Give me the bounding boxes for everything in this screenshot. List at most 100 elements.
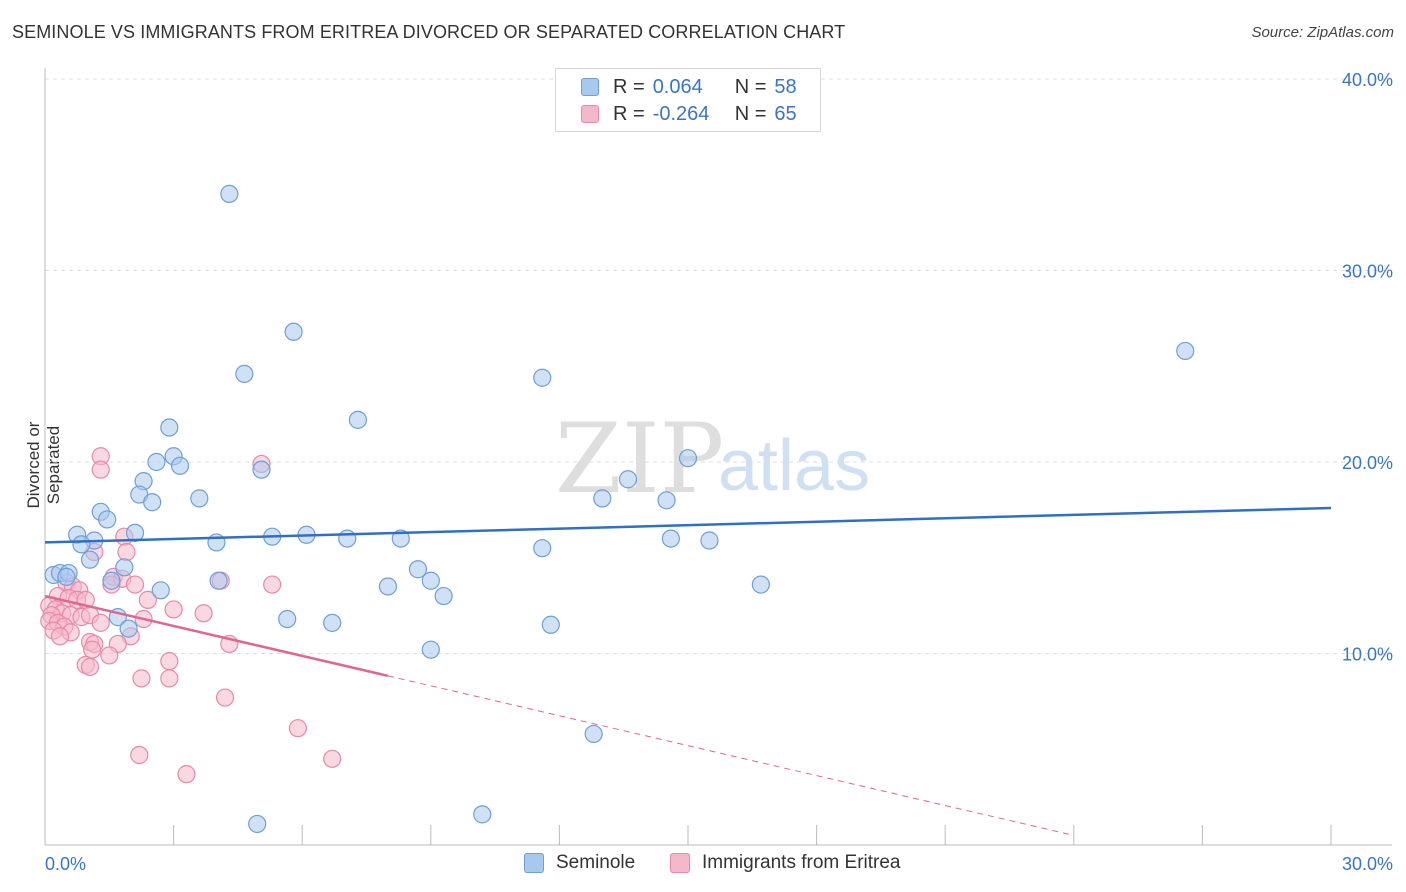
seminole-point xyxy=(338,529,357,548)
seminole-point xyxy=(533,368,552,387)
seminole-point xyxy=(151,581,170,600)
eritrea-swatch xyxy=(581,105,599,123)
seminole-point xyxy=(147,452,166,472)
n-label: N = xyxy=(734,102,767,125)
seminole-point xyxy=(657,491,676,510)
trend-lines xyxy=(44,506,1332,836)
seminole-point xyxy=(115,558,134,577)
seminole-point xyxy=(593,489,612,508)
eritrea-point xyxy=(91,460,110,479)
seminole-point xyxy=(235,364,254,384)
x-tick-label: 30.0% xyxy=(1342,854,1393,874)
seminole-point xyxy=(378,577,398,596)
y-tick-label: 40.0% xyxy=(1342,70,1393,90)
n-value: 65 xyxy=(774,102,797,125)
seminole-point xyxy=(248,814,267,834)
seminole-point xyxy=(252,460,271,479)
eritrea-point xyxy=(160,669,179,688)
seminole-point xyxy=(160,418,179,437)
eritrea-point xyxy=(263,575,282,594)
legend-row-eritrea: R = -0.264 N = 65 xyxy=(581,102,797,126)
seminole-point xyxy=(323,613,342,632)
seminole-point xyxy=(421,571,440,590)
trend-line-eritrea-extension xyxy=(387,675,1074,836)
y-tick-label: 20.0% xyxy=(1342,453,1393,473)
seminole-point xyxy=(1176,341,1195,361)
tick-labels: 10.0% 20.0% 30.0% 40.0% 0.0% 30.0% xyxy=(45,70,1393,874)
seminole-point xyxy=(661,529,680,548)
eritrea-point xyxy=(80,657,100,677)
eritrea-point xyxy=(125,575,145,594)
seminole-point xyxy=(170,456,190,475)
seminole-point xyxy=(751,575,770,594)
series-seminole-points xyxy=(44,184,1195,834)
seminole-point xyxy=(57,567,76,587)
seminole-point xyxy=(391,529,410,548)
seminole-point xyxy=(72,535,91,554)
seminole-point xyxy=(119,619,138,638)
r-label: R = xyxy=(613,75,645,98)
seminole-point xyxy=(473,805,492,824)
eritrea-point xyxy=(323,749,342,768)
seminole-point xyxy=(80,550,100,569)
eritrea-point xyxy=(194,604,213,623)
legend-item-seminole: Seminole xyxy=(524,852,635,874)
eritrea-point xyxy=(100,646,119,665)
y-tick-label: 30.0% xyxy=(1342,262,1393,282)
seminole-point xyxy=(220,184,239,203)
seminole-point xyxy=(541,615,560,634)
seminole-point xyxy=(434,586,453,606)
eritrea-point xyxy=(288,719,308,738)
eritrea-point xyxy=(138,590,157,609)
seminole-point xyxy=(618,470,638,489)
r-value: 0.064 xyxy=(652,75,703,98)
eritrea-point xyxy=(177,765,196,784)
seminole-point xyxy=(678,449,698,468)
seminole-point xyxy=(348,410,368,429)
seminole-point xyxy=(102,571,121,590)
axes xyxy=(44,68,1392,846)
source-credit: Source: ZipAtlas.com xyxy=(1251,24,1394,41)
seminole-point xyxy=(408,560,428,579)
seminole-swatch xyxy=(524,853,544,873)
eritrea-point xyxy=(83,640,102,659)
eritrea-point xyxy=(91,613,110,632)
watermark-zip: ZIP xyxy=(555,403,724,515)
seminole-point xyxy=(190,489,209,508)
seminole-point xyxy=(421,640,440,659)
series-legend: Seminole Immigrants from Eritrea xyxy=(0,852,1406,878)
trend-line-seminole xyxy=(44,506,1332,544)
eritrea-point xyxy=(132,669,151,688)
trend-line-eritrea xyxy=(44,594,389,678)
seminole-point xyxy=(700,531,719,550)
eritrea-point xyxy=(164,600,183,619)
seminole-point xyxy=(533,539,552,558)
watermark: ZIP atlas xyxy=(555,403,870,515)
seminole-point xyxy=(284,322,303,341)
legend-label-eritrea: Immigrants from Eritrea xyxy=(702,852,901,873)
y-tick-label: 10.0% xyxy=(1342,645,1393,665)
eritrea-point xyxy=(130,745,149,765)
n-label: N = xyxy=(734,75,767,98)
eritrea-swatch xyxy=(670,853,690,873)
seminole-swatch xyxy=(581,78,599,96)
eritrea-point xyxy=(117,542,136,562)
legend-label-seminole: Seminole xyxy=(556,852,636,873)
correlation-legend: R = 0.064 N = 58 R = -0.264 N = 65 xyxy=(555,68,821,132)
eritrea-point xyxy=(160,652,179,671)
watermark-atlas: atlas xyxy=(718,426,870,506)
series-eritrea-points xyxy=(40,447,342,784)
legend-row-seminole: R = 0.064 N = 58 xyxy=(581,75,797,99)
r-label: R = xyxy=(613,102,645,125)
legend-item-eritrea: Immigrants from Eritrea xyxy=(670,852,900,874)
seminole-point xyxy=(278,609,297,629)
chart-title: SEMINOLE VS IMMIGRANTS FROM ERITREA DIVO… xyxy=(12,22,846,42)
r-value: -0.264 xyxy=(652,102,710,125)
eritrea-point xyxy=(50,627,70,646)
seminole-point xyxy=(98,510,117,529)
seminole-point xyxy=(209,571,228,590)
seminole-point xyxy=(143,493,162,512)
x-tick-label: 0.0% xyxy=(45,854,86,874)
seminole-point xyxy=(584,724,603,744)
